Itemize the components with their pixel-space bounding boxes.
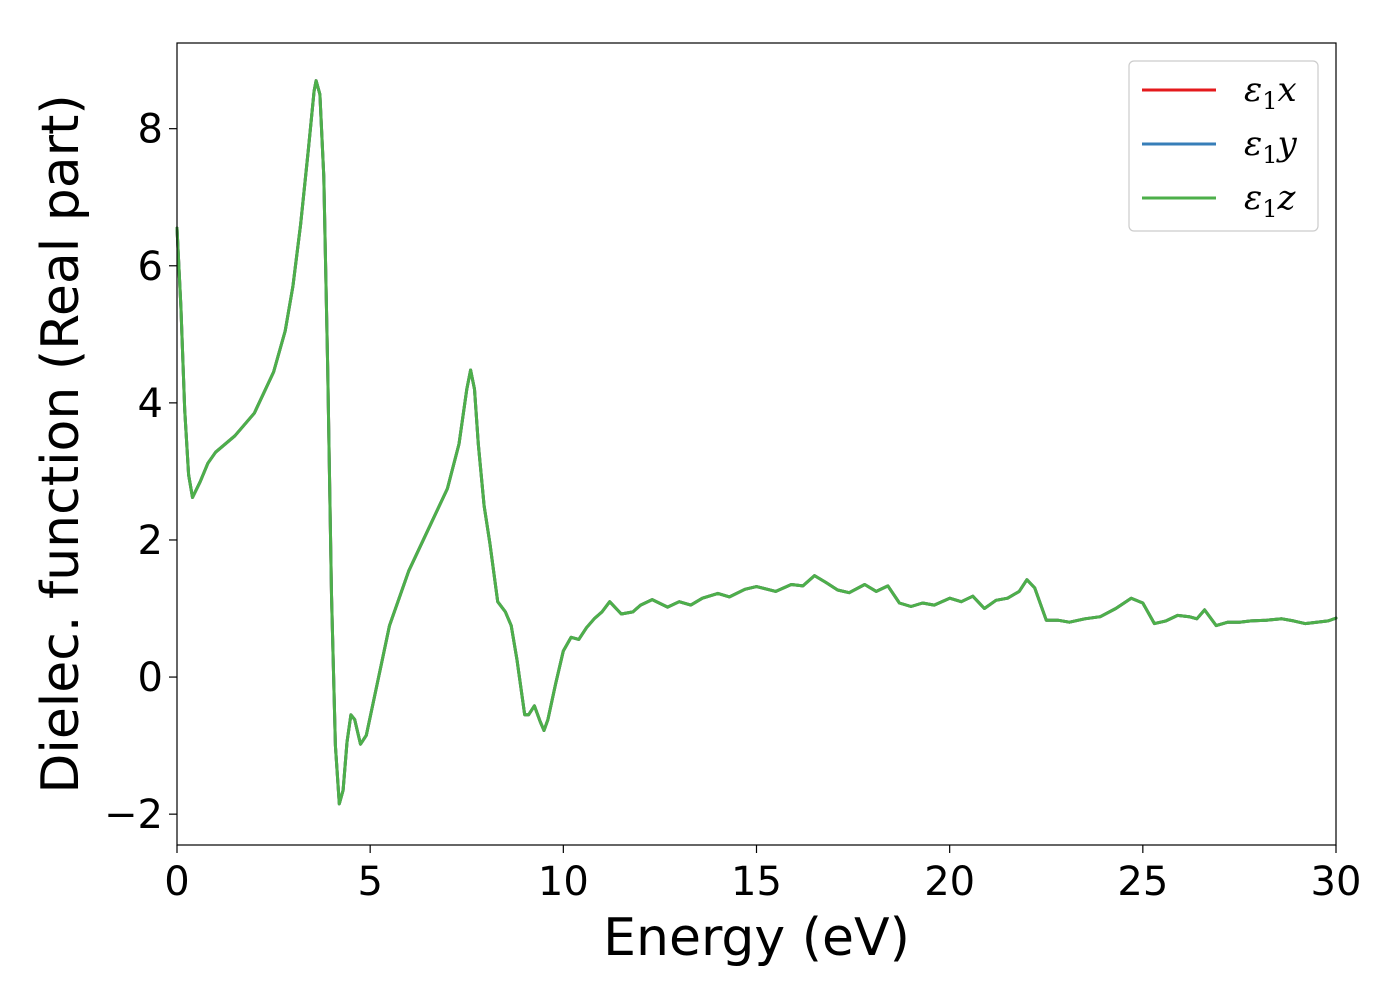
legend-label-y: ε1y (1244, 124, 1298, 169)
y-tick-label: 0 (138, 655, 163, 701)
legend-box (1128, 60, 1319, 232)
legend: ε1x ε1y ε1z (1128, 60, 1319, 232)
x-tick-label: 5 (357, 859, 382, 905)
x-tick-label: 0 (164, 859, 189, 905)
legend-label-z: ε1z (1244, 178, 1297, 223)
y-tick-label: −2 (104, 792, 163, 838)
y-tick-label: 8 (138, 107, 163, 153)
legend-label-x: ε1x (1244, 70, 1297, 115)
y-tick-label: 6 (138, 244, 163, 290)
x-tick-label: 10 (538, 859, 589, 905)
series-line-z (175, 79, 1338, 806)
series-group (175, 79, 1338, 806)
x-tick-label: 15 (731, 859, 782, 905)
x-tick-label: 30 (1311, 859, 1362, 905)
x-ticks: 0 5 10 15 20 25 30 (164, 845, 1361, 905)
y-tick-label: 2 (138, 518, 163, 564)
y-ticks: −2 0 2 4 6 8 (104, 107, 177, 838)
y-tick-label: 4 (138, 381, 163, 427)
x-tick-label: 25 (1117, 859, 1168, 905)
x-tick-label: 20 (924, 859, 975, 905)
x-axis-label: Energy (eV) (603, 908, 910, 968)
y-axis-label: Dielec. function (Real part) (31, 94, 91, 793)
